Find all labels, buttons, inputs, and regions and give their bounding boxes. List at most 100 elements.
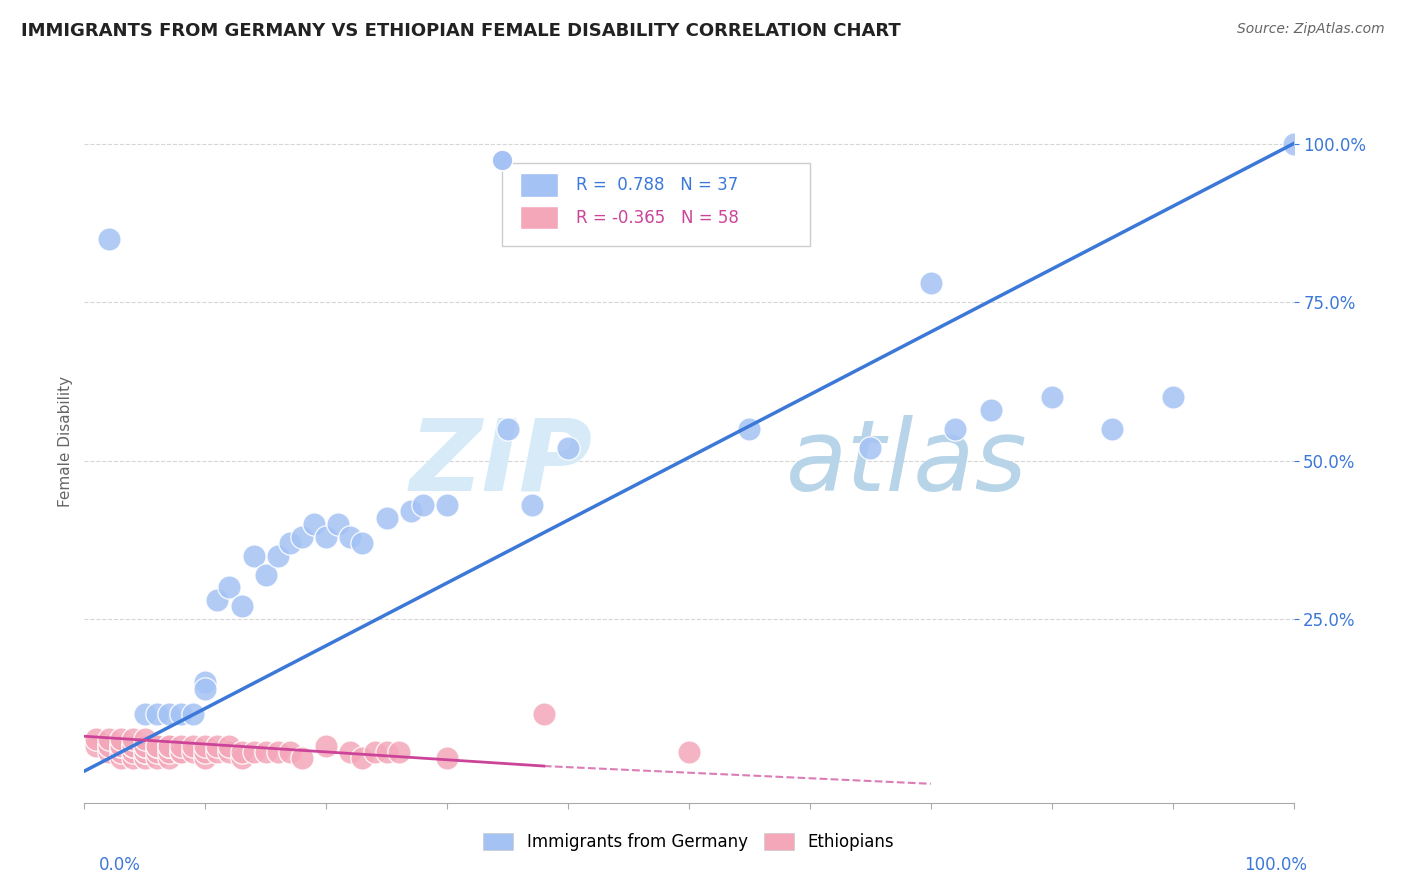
Point <box>110 739 132 753</box>
Point <box>97 739 120 753</box>
Point <box>339 745 361 759</box>
Point <box>170 745 193 759</box>
Point <box>491 206 513 220</box>
Point <box>134 745 156 759</box>
Point <box>436 751 458 765</box>
Point <box>97 732 120 747</box>
Point <box>242 745 264 759</box>
Point <box>496 422 519 436</box>
Point <box>278 745 301 759</box>
Point <box>110 732 132 747</box>
Point <box>194 739 217 753</box>
Point <box>121 739 143 753</box>
Point <box>121 751 143 765</box>
Point <box>291 751 314 765</box>
Point <box>375 745 398 759</box>
Point <box>267 745 290 759</box>
Point <box>388 745 411 759</box>
Point <box>399 504 422 518</box>
Text: atlas: atlas <box>786 415 1028 512</box>
Point <box>97 745 120 759</box>
Point <box>207 739 229 753</box>
Point <box>943 422 966 436</box>
Point <box>146 739 169 753</box>
Point <box>134 751 156 765</box>
Point <box>157 739 180 753</box>
Point <box>181 745 204 759</box>
Point <box>134 745 156 759</box>
Point <box>110 745 132 759</box>
Point <box>1161 390 1184 404</box>
FancyBboxPatch shape <box>520 173 558 196</box>
Legend: Immigrants from Germany, Ethiopians: Immigrants from Germany, Ethiopians <box>475 825 903 860</box>
Point <box>363 745 385 759</box>
Point <box>218 580 240 594</box>
Point <box>412 498 434 512</box>
FancyBboxPatch shape <box>502 163 810 246</box>
Point <box>86 739 108 753</box>
Point <box>980 402 1002 417</box>
Point <box>738 422 761 436</box>
Point <box>146 739 169 753</box>
Point <box>194 745 217 759</box>
Point <box>110 751 132 765</box>
Point <box>557 441 579 455</box>
Text: 100.0%: 100.0% <box>1244 856 1308 874</box>
Point <box>231 751 253 765</box>
Point <box>110 739 132 753</box>
Point <box>302 516 325 531</box>
Point <box>146 751 169 765</box>
Point <box>170 707 193 722</box>
Point <box>352 536 374 550</box>
Text: R = -0.365   N = 58: R = -0.365 N = 58 <box>576 209 740 227</box>
Point <box>181 739 204 753</box>
Point <box>231 599 253 614</box>
Point <box>678 745 700 759</box>
Point <box>231 745 253 759</box>
Point <box>254 567 277 582</box>
Text: ZIP: ZIP <box>409 415 592 512</box>
Point <box>207 593 229 607</box>
Point <box>1282 136 1305 151</box>
Point <box>194 751 217 765</box>
Point <box>920 276 942 290</box>
Point <box>170 745 193 759</box>
Point <box>859 441 882 455</box>
Point <box>520 498 543 512</box>
Point <box>157 707 180 722</box>
Point <box>134 707 156 722</box>
Point <box>134 739 156 753</box>
Point <box>97 232 120 246</box>
Point <box>242 549 264 563</box>
Text: Source: ZipAtlas.com: Source: ZipAtlas.com <box>1237 22 1385 37</box>
Point <box>218 739 240 753</box>
Point <box>1101 422 1123 436</box>
Point <box>278 536 301 550</box>
Point <box>315 530 337 544</box>
FancyBboxPatch shape <box>520 206 558 229</box>
Point <box>328 516 350 531</box>
Point <box>121 732 143 747</box>
Text: IMMIGRANTS FROM GERMANY VS ETHIOPIAN FEMALE DISABILITY CORRELATION CHART: IMMIGRANTS FROM GERMANY VS ETHIOPIAN FEM… <box>21 22 901 40</box>
Point <box>170 739 193 753</box>
Point <box>533 707 555 722</box>
Point <box>157 751 180 765</box>
Point <box>339 530 361 544</box>
Point <box>375 510 398 524</box>
Point <box>181 707 204 722</box>
Point <box>86 732 108 747</box>
Point <box>121 739 143 753</box>
Point <box>436 498 458 512</box>
Point <box>157 739 180 753</box>
Point <box>315 739 337 753</box>
Point <box>291 530 314 544</box>
Point <box>1040 390 1063 404</box>
Point <box>194 681 217 696</box>
Point <box>97 739 120 753</box>
Y-axis label: Female Disability: Female Disability <box>58 376 73 508</box>
Text: R =  0.788   N = 37: R = 0.788 N = 37 <box>576 176 738 194</box>
Point <box>218 745 240 759</box>
Point <box>134 739 156 753</box>
Text: 0.0%: 0.0% <box>98 856 141 874</box>
Point <box>134 732 156 747</box>
